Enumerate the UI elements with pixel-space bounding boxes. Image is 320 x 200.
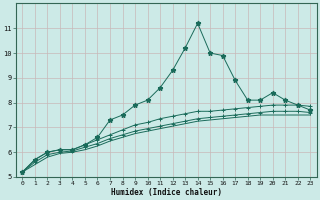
X-axis label: Humidex (Indice chaleur): Humidex (Indice chaleur) — [111, 188, 222, 197]
